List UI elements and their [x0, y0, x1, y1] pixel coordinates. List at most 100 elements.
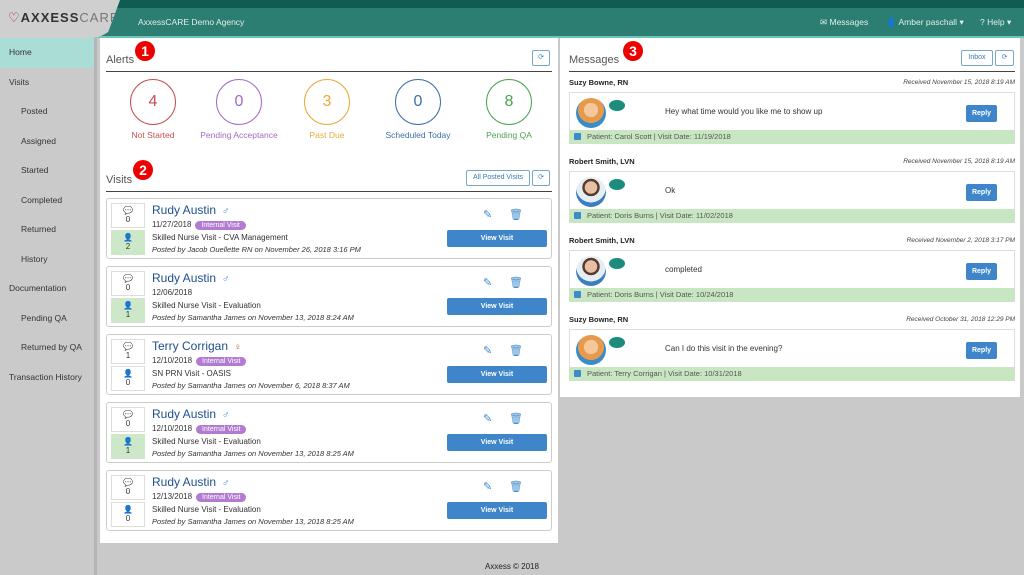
posted-by: Posted by Jacob Ouellette RN on November… [152, 245, 361, 254]
user-icon: 👤 [123, 369, 133, 378]
message-patient-link[interactable]: Patient: Doris Burns | Visit Date: 11/02… [569, 209, 1015, 223]
visit-card: 💬 1 👤 0 Terry Corrigan ♀ 12/10/2018 Internal… [106, 334, 552, 395]
alert-label: Pending QA [486, 130, 532, 140]
edit-icon[interactable]: ✎ [483, 413, 493, 425]
visit-card: 💬 0 👤 2 Rudy Austin ♂ 11/27/2018 Internal Vi… [106, 198, 552, 259]
sidebar-item-home[interactable]: Home [0, 38, 94, 68]
messages-link[interactable]: ✉ Messages [820, 17, 869, 27]
sidebar-item-documentation[interactable]: Documentation [9, 283, 67, 293]
sidebar-item-returned[interactable]: Returned [21, 224, 56, 234]
visit-card: 💬 0 👤 1 Rudy Austin ♂ 12/10/2018 Internal Vi… [106, 402, 552, 463]
view-visit-button[interactable]: View Visit [447, 366, 547, 383]
message-text: Can I do this visit in the evening? [665, 344, 783, 353]
comment-icon: 💬 [123, 342, 133, 351]
sidebar-item-pending-qa[interactable]: Pending QA [21, 312, 67, 323]
sidebar-item-transaction-history[interactable]: Transaction History [9, 371, 82, 382]
edit-icon[interactable]: ✎ [483, 277, 493, 289]
view-visit-button[interactable]: View Visit [447, 502, 547, 519]
visit-type: Skilled Nurse Visit - CVA Management [152, 233, 288, 242]
message-item: Ok Reply [569, 171, 1015, 209]
all-posted-visits-button[interactable]: All Posted Visits [466, 170, 530, 186]
users-count[interactable]: 👤 0 [111, 502, 145, 527]
sidebar-item-visits[interactable]: Visits [9, 76, 30, 87]
sender-avatar [576, 177, 606, 207]
message-patient-link[interactable]: Patient: Doris Burns | Visit Date: 10/24… [569, 288, 1015, 302]
speech-bubble-icon [609, 337, 625, 348]
comments-count[interactable]: 💬 0 [111, 407, 145, 432]
sidebar-item-history[interactable]: History [21, 253, 48, 264]
comments-count[interactable]: 💬 0 [111, 475, 145, 500]
message-item: Hey what time would you like me to show … [569, 92, 1015, 130]
sidebar-item-completed[interactable]: Completed [21, 194, 63, 205]
trash-icon[interactable]: 🗑 [509, 481, 523, 493]
sender-avatar [576, 256, 606, 286]
footer: Axxess © 2018 [485, 562, 539, 571]
link-icon [574, 370, 581, 377]
comment-icon: 💬 [123, 206, 133, 215]
message-item: completed Reply [569, 250, 1015, 288]
help-menu[interactable]: ? Help ▾ [980, 17, 1012, 27]
users-value: 1 [125, 310, 131, 319]
alert-scheduled-today[interactable]: 0 Scheduled Today [378, 79, 458, 140]
sidebar-item-started[interactable]: Started [21, 165, 49, 175]
users-count[interactable]: 👤 0 [111, 366, 145, 391]
comments-count[interactable]: 💬 0 [111, 271, 145, 296]
message-patient-link[interactable]: Patient: Carol Scott | Visit Date: 11/19… [569, 130, 1015, 144]
posted-by: Posted by Samantha James on November 13,… [152, 313, 354, 322]
message-patient-info: Patient: Doris Burns | Visit Date: 11/02… [587, 211, 733, 220]
alerts-refresh-button[interactable]: ⟳ [532, 50, 550, 66]
users-count[interactable]: 👤 1 [111, 298, 145, 323]
axxesscare-logo[interactable]: ♡AXXESSCARE [0, 0, 120, 38]
patient-name-link[interactable]: Terry Corrigan ♀ [152, 339, 242, 353]
user-menu[interactable]: 👤 Amber paschall ▾ [886, 17, 964, 27]
comments-count[interactable]: 💬 0 [111, 203, 145, 228]
view-visit-button[interactable]: View Visit [447, 298, 547, 315]
alert-pending-qa[interactable]: 8 Pending QA [469, 79, 549, 140]
alerts-title: Alerts [106, 54, 135, 66]
alert-not-started[interactable]: 4 Not Started [113, 79, 193, 140]
message-received: Received October 31, 2018 12:29 PM [906, 316, 1015, 323]
edit-icon[interactable]: ✎ [483, 481, 493, 493]
sender-avatar [576, 335, 606, 365]
inbox-button[interactable]: Inbox [961, 50, 993, 66]
alert-label: Scheduled Today [385, 130, 451, 140]
visit-date: 11/27/2018 [152, 220, 192, 229]
message-patient-info: Patient: Carol Scott | Visit Date: 11/19… [587, 132, 731, 141]
patient-name-link[interactable]: Rudy Austin ♂ [152, 271, 230, 285]
messages-refresh-button[interactable]: ⟳ [995, 50, 1014, 66]
edit-icon[interactable]: ✎ [483, 345, 493, 357]
trash-icon[interactable]: 🗑 [509, 345, 523, 357]
patient-name-link[interactable]: Rudy Austin ♂ [152, 203, 230, 217]
visits-refresh-button[interactable]: ⟳ [532, 170, 550, 186]
message-sender: Robert Smith, LVN [569, 157, 635, 166]
top-strip [0, 0, 1024, 8]
reply-button[interactable]: Reply [966, 184, 997, 201]
sidebar-item-returned-by-qa[interactable]: Returned by QA [21, 342, 82, 352]
posted-by: Posted by Samantha James on November 13,… [152, 517, 354, 526]
reply-button[interactable]: Reply [966, 342, 997, 359]
agency-name: AxxessCARE Demo Agency [138, 17, 245, 27]
sidebar-item-assigned[interactable]: Assigned [21, 135, 56, 146]
sidebar-item-posted[interactable]: Posted [21, 106, 48, 116]
users-count[interactable]: 👤 1 [111, 434, 145, 459]
patient-name-link[interactable]: Rudy Austin ♂ [152, 475, 230, 489]
comments-count[interactable]: 💬 1 [111, 339, 145, 364]
edit-icon[interactable]: ✎ [483, 209, 493, 221]
patient-name-link[interactable]: Rudy Austin ♂ [152, 407, 230, 421]
reply-button[interactable]: Reply [966, 263, 997, 280]
message-patient-link[interactable]: Patient: Terry Corrigan | Visit Date: 10… [569, 367, 1015, 381]
alert-pending-acceptance[interactable]: 0 Pending Acceptance [199, 79, 279, 140]
male-icon: ♂ [222, 274, 230, 285]
trash-icon[interactable]: 🗑 [509, 413, 523, 425]
users-count[interactable]: 👤 2 [111, 230, 145, 255]
alert-past-due[interactable]: 3 Past Due [287, 79, 367, 140]
messages-title: Messages [569, 54, 620, 66]
users-value: 0 [125, 378, 131, 387]
message-sender: Suzy Bowne, RN [569, 315, 629, 324]
trash-icon[interactable]: 🗑 [509, 209, 523, 221]
view-visit-button[interactable]: View Visit [447, 230, 547, 247]
view-visit-button[interactable]: View Visit [447, 434, 547, 451]
patient-name: Rudy Austin [152, 271, 217, 285]
trash-icon[interactable]: 🗑 [509, 277, 523, 289]
reply-button[interactable]: Reply [966, 105, 997, 122]
